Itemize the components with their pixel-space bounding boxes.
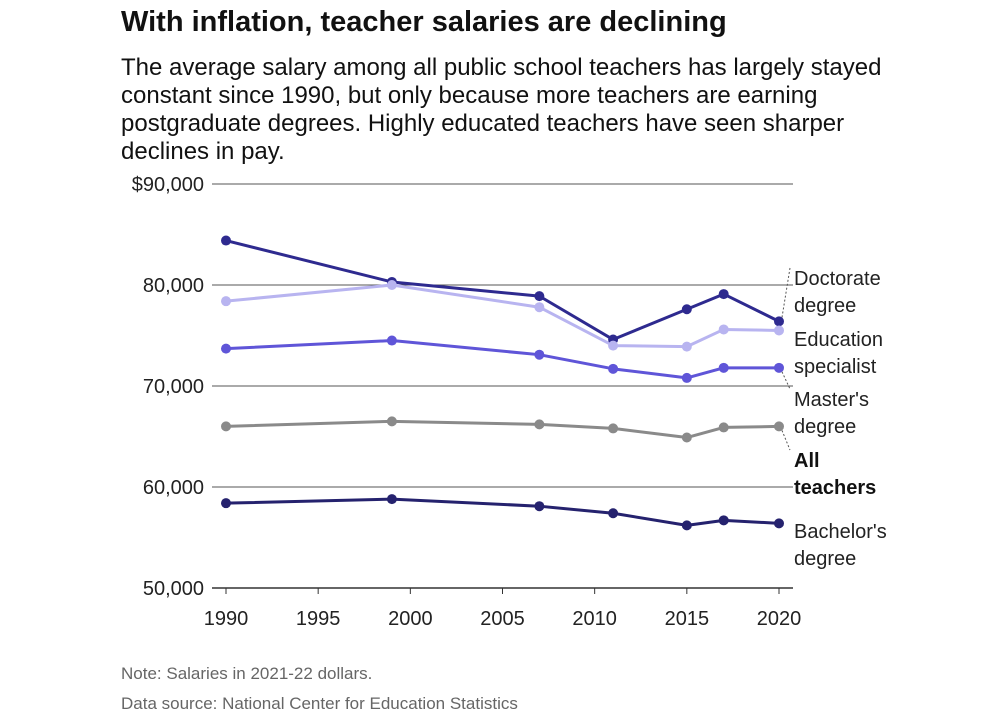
data-point-bachelor-s-degree — [221, 498, 231, 509]
data-point-master-s-degree — [534, 349, 545, 360]
series-line-all-teachers — [225, 419, 780, 440]
leader-line-all-teachers — [781, 430, 791, 451]
data-point-doctorate-degree — [534, 291, 545, 302]
data-point-education-specialist — [386, 280, 397, 290]
x-tick-label: 2005 — [480, 608, 525, 630]
data-point-master-s-degree — [221, 343, 231, 354]
data-point-bachelor-s-degree — [386, 494, 397, 505]
data-point-education-specialist — [718, 324, 729, 335]
data-point-all-teachers — [681, 432, 692, 443]
series-label-all-teachers: teachers — [794, 477, 876, 499]
data-point-bachelor-s-degree — [774, 518, 784, 529]
data-point-all-teachers — [774, 421, 784, 432]
series-line-bachelor-s-degree — [225, 497, 780, 527]
x-tick-label: 2010 — [572, 608, 617, 630]
series-label-bachelor-s-degree: degree — [794, 548, 856, 570]
x-tick-label: 2000 — [388, 608, 433, 630]
chart-source: Data source: National Center for Educati… — [121, 694, 518, 713]
chart-title: With inflation, teacher salaries are dec… — [121, 6, 727, 38]
series-label-doctorate-degree: Doctorate — [794, 268, 881, 290]
chart-subtitle: The average salary among all public scho… — [121, 54, 882, 165]
leader-line-master-s-degree — [781, 371, 791, 390]
data-point-education-specialist — [608, 340, 619, 351]
x-tick-label: 2015 — [665, 608, 710, 630]
series-label-doctorate-degree: degree — [794, 295, 856, 317]
data-point-bachelor-s-degree — [534, 501, 545, 512]
y-tick-label: 60,000 — [143, 477, 204, 499]
data-point-master-s-degree — [681, 372, 692, 383]
data-point-education-specialist — [534, 302, 545, 313]
y-tick-label: $90,000 — [132, 174, 204, 196]
x-tick-label: 1990 — [204, 608, 249, 630]
data-point-bachelor-s-degree — [681, 520, 692, 531]
data-point-doctorate-degree — [774, 316, 784, 327]
leader-line-doctorate-degree — [781, 267, 791, 318]
data-point-all-teachers — [386, 416, 397, 427]
chart-note: Note: Salaries in 2021-22 dollars. — [121, 664, 373, 683]
series-label-education-specialist: specialist — [794, 356, 877, 378]
series-line-master-s-degree — [225, 339, 779, 380]
data-point-all-teachers — [718, 422, 729, 433]
gridlines — [212, 183, 793, 589]
series-label-bachelor-s-degree: Bachelor's — [794, 521, 887, 543]
y-tick-label: 80,000 — [143, 275, 204, 297]
x-tick-label: 2020 — [757, 608, 802, 630]
data-point-bachelor-s-degree — [718, 515, 729, 526]
y-tick-label: 70,000 — [143, 376, 204, 398]
data-point-doctorate-degree — [221, 235, 231, 246]
series-label-master-s-degree: degree — [794, 416, 856, 438]
data-point-education-specialist — [681, 341, 692, 352]
data-point-doctorate-degree — [681, 304, 692, 315]
data-point-all-teachers — [534, 419, 545, 430]
y-tick-label: 50,000 — [143, 578, 204, 600]
data-point-master-s-degree — [718, 362, 729, 373]
data-point-education-specialist — [774, 325, 784, 336]
data-point-master-s-degree — [386, 335, 397, 346]
series-labels: Doctorate degree Education specialist Master… — [781, 267, 887, 570]
data-point-master-s-degree — [774, 362, 784, 373]
series-line-education-specialist — [225, 283, 780, 349]
data-point-education-specialist — [221, 296, 231, 307]
data-point-all-teachers — [221, 421, 231, 432]
series-line-doctorate-degree — [225, 239, 780, 342]
series-label-education-specialist: Education — [794, 329, 883, 351]
data-point-bachelor-s-degree — [608, 508, 619, 519]
series-label-master-s-degree: Master's — [794, 389, 869, 411]
series-label-all-teachers: All — [794, 450, 820, 472]
data-point-all-teachers — [608, 423, 619, 434]
data-point-doctorate-degree — [718, 289, 729, 300]
x-tick-label: 1995 — [296, 608, 341, 630]
axes: 50,000 60,000 70,000 80,000 $90,000 1990 1995 2… — [132, 174, 802, 630]
data-point-master-s-degree — [608, 363, 619, 374]
series-lines — [225, 239, 780, 527]
series-points — [221, 235, 784, 531]
